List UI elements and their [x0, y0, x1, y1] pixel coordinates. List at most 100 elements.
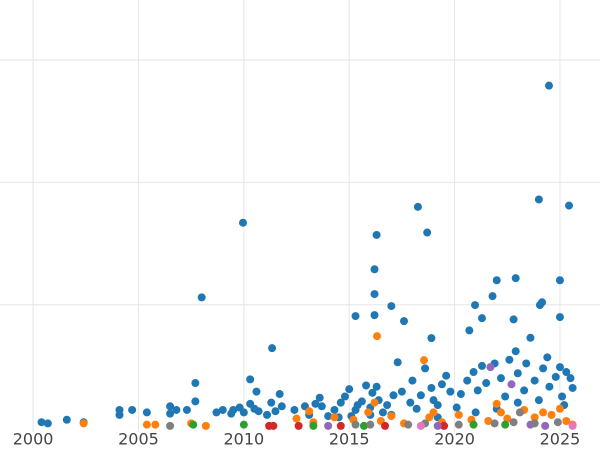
point [305, 407, 314, 416]
point [252, 387, 261, 396]
point [454, 410, 463, 419]
point [513, 398, 522, 407]
point [79, 419, 88, 428]
point [317, 402, 326, 411]
point [509, 315, 518, 324]
point [397, 387, 406, 396]
point [471, 301, 480, 310]
point [492, 399, 501, 408]
point [212, 408, 221, 417]
point [486, 363, 495, 372]
point [336, 421, 345, 430]
point [545, 382, 554, 391]
point [115, 405, 124, 414]
point [393, 358, 402, 367]
point [387, 302, 396, 311]
point [324, 412, 333, 421]
point [271, 407, 280, 416]
point [534, 396, 543, 405]
point [372, 382, 381, 391]
point [482, 379, 491, 388]
point [404, 420, 413, 429]
point [562, 368, 571, 377]
point [166, 402, 175, 411]
point [413, 202, 422, 211]
point [433, 421, 442, 430]
point [315, 393, 324, 402]
point [372, 230, 381, 239]
point [534, 195, 543, 204]
point [555, 276, 564, 285]
point [562, 416, 571, 425]
point [37, 418, 46, 427]
point [465, 326, 474, 335]
point [544, 81, 553, 90]
point [389, 391, 398, 400]
point [507, 380, 516, 389]
point [246, 375, 255, 384]
point [496, 374, 505, 383]
point [515, 408, 524, 417]
point [547, 410, 556, 419]
point [496, 408, 505, 417]
point [469, 420, 478, 429]
point [201, 421, 210, 430]
point [340, 392, 349, 401]
point [311, 399, 320, 408]
point [505, 355, 514, 364]
point [551, 372, 560, 381]
point [553, 418, 562, 427]
point [370, 265, 379, 274]
point [370, 290, 379, 299]
x-tick-label: 2010 [223, 430, 264, 449]
point [378, 408, 387, 417]
point [277, 402, 286, 411]
point [530, 419, 539, 428]
point [368, 388, 377, 397]
point [412, 404, 421, 413]
point [477, 361, 486, 370]
point [558, 392, 567, 401]
point [511, 347, 520, 356]
point [383, 401, 392, 410]
point [309, 421, 318, 430]
point [330, 405, 339, 414]
point [239, 420, 248, 429]
point [427, 334, 436, 343]
point [267, 398, 276, 407]
point [359, 421, 368, 430]
point [484, 416, 493, 425]
point [381, 421, 390, 430]
point [189, 420, 198, 429]
point [128, 405, 137, 414]
x-tick-label: 2025 [540, 430, 581, 449]
point [543, 353, 552, 362]
point [182, 405, 191, 414]
point [511, 274, 520, 283]
point [541, 421, 550, 430]
point [330, 413, 339, 422]
point [373, 332, 382, 341]
point [416, 421, 425, 430]
point [471, 408, 480, 417]
point [423, 228, 432, 237]
point [501, 420, 510, 429]
point [530, 376, 539, 385]
x-tick-label: 2005 [118, 430, 159, 449]
point [172, 405, 181, 414]
point [400, 317, 409, 326]
point [555, 313, 564, 322]
point [440, 421, 449, 430]
point [351, 312, 360, 321]
point [437, 380, 446, 389]
point [254, 407, 263, 416]
point [197, 293, 206, 302]
point [324, 421, 333, 430]
point [364, 408, 373, 417]
point [229, 405, 238, 414]
point [43, 419, 52, 428]
point [565, 201, 574, 210]
point [492, 276, 501, 285]
point [294, 421, 303, 430]
point [454, 420, 463, 429]
